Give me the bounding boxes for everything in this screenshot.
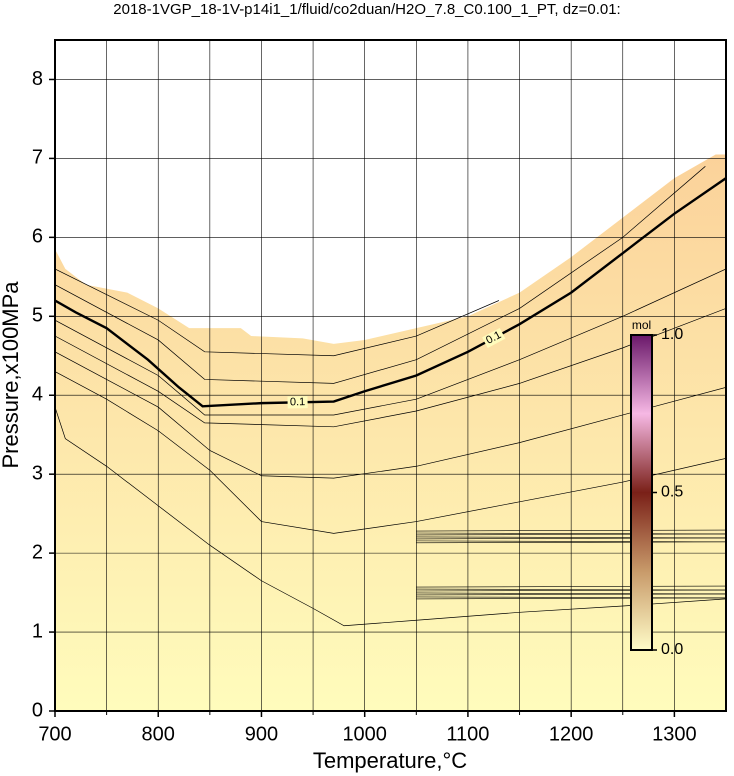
contour-label: 0.1 [290,396,306,408]
contour-line [55,166,706,384]
x-tick-label: 1200 [549,723,594,745]
band-line [416,592,726,595]
band-line [416,597,726,600]
contour-line [55,351,726,479]
band-line [416,529,726,532]
contour-line [55,406,726,627]
y-tick-label: 4 [32,384,43,406]
y-tick-label: 5 [32,305,43,327]
plot-area: 0.10.1 [55,40,726,711]
band-line [416,541,726,544]
y-tick-label: 0 [32,699,43,721]
contour-line [55,268,500,357]
y-tick-label: 1 [32,620,43,642]
x-tick-label: 700 [38,723,71,745]
x-tick-label: 1000 [342,723,387,745]
band-line [416,536,726,539]
chart-title: 2018-1VGP_18-1V-p14i1_1/fluid/co2duan/H2… [113,1,620,18]
band-line [416,537,726,540]
contour-line [55,371,726,534]
band-line [416,588,726,591]
x-tick-label: 1300 [652,723,697,745]
y-axis-label: Pressure,x100MPa [0,281,23,469]
contour-line [55,268,726,416]
colorbar-tick-label: 0.5 [661,484,683,501]
y-tick-label: 2 [32,541,43,563]
colorbar-label: mol [632,318,651,332]
y-tick-label: 8 [32,68,43,90]
band-line [416,585,726,588]
filled-region [55,154,726,711]
x-tick-label: 900 [245,723,278,745]
plot-frame [54,39,727,712]
band-line [416,596,726,599]
y-tick-label: 6 [32,226,43,248]
x-tick-label: 800 [142,723,175,745]
y-tick-label: 7 [32,147,43,169]
band-line [416,533,726,536]
band-line [416,532,726,535]
y-tick-label: 3 [32,462,43,484]
contour-line [55,177,726,408]
x-axis-label: Temperature,°C [313,748,467,773]
band-line [416,593,726,596]
colorbar-tick-label: 1.0 [661,326,683,343]
colorbar [630,334,653,651]
contour-label-bg [287,396,308,409]
x-tick-label: 1100 [446,723,489,745]
contour-label-bg [482,327,506,349]
band-line [416,589,726,592]
band-line [416,540,726,543]
contour-line [55,308,726,428]
colorbar-tick-label: 0.0 [661,641,683,658]
